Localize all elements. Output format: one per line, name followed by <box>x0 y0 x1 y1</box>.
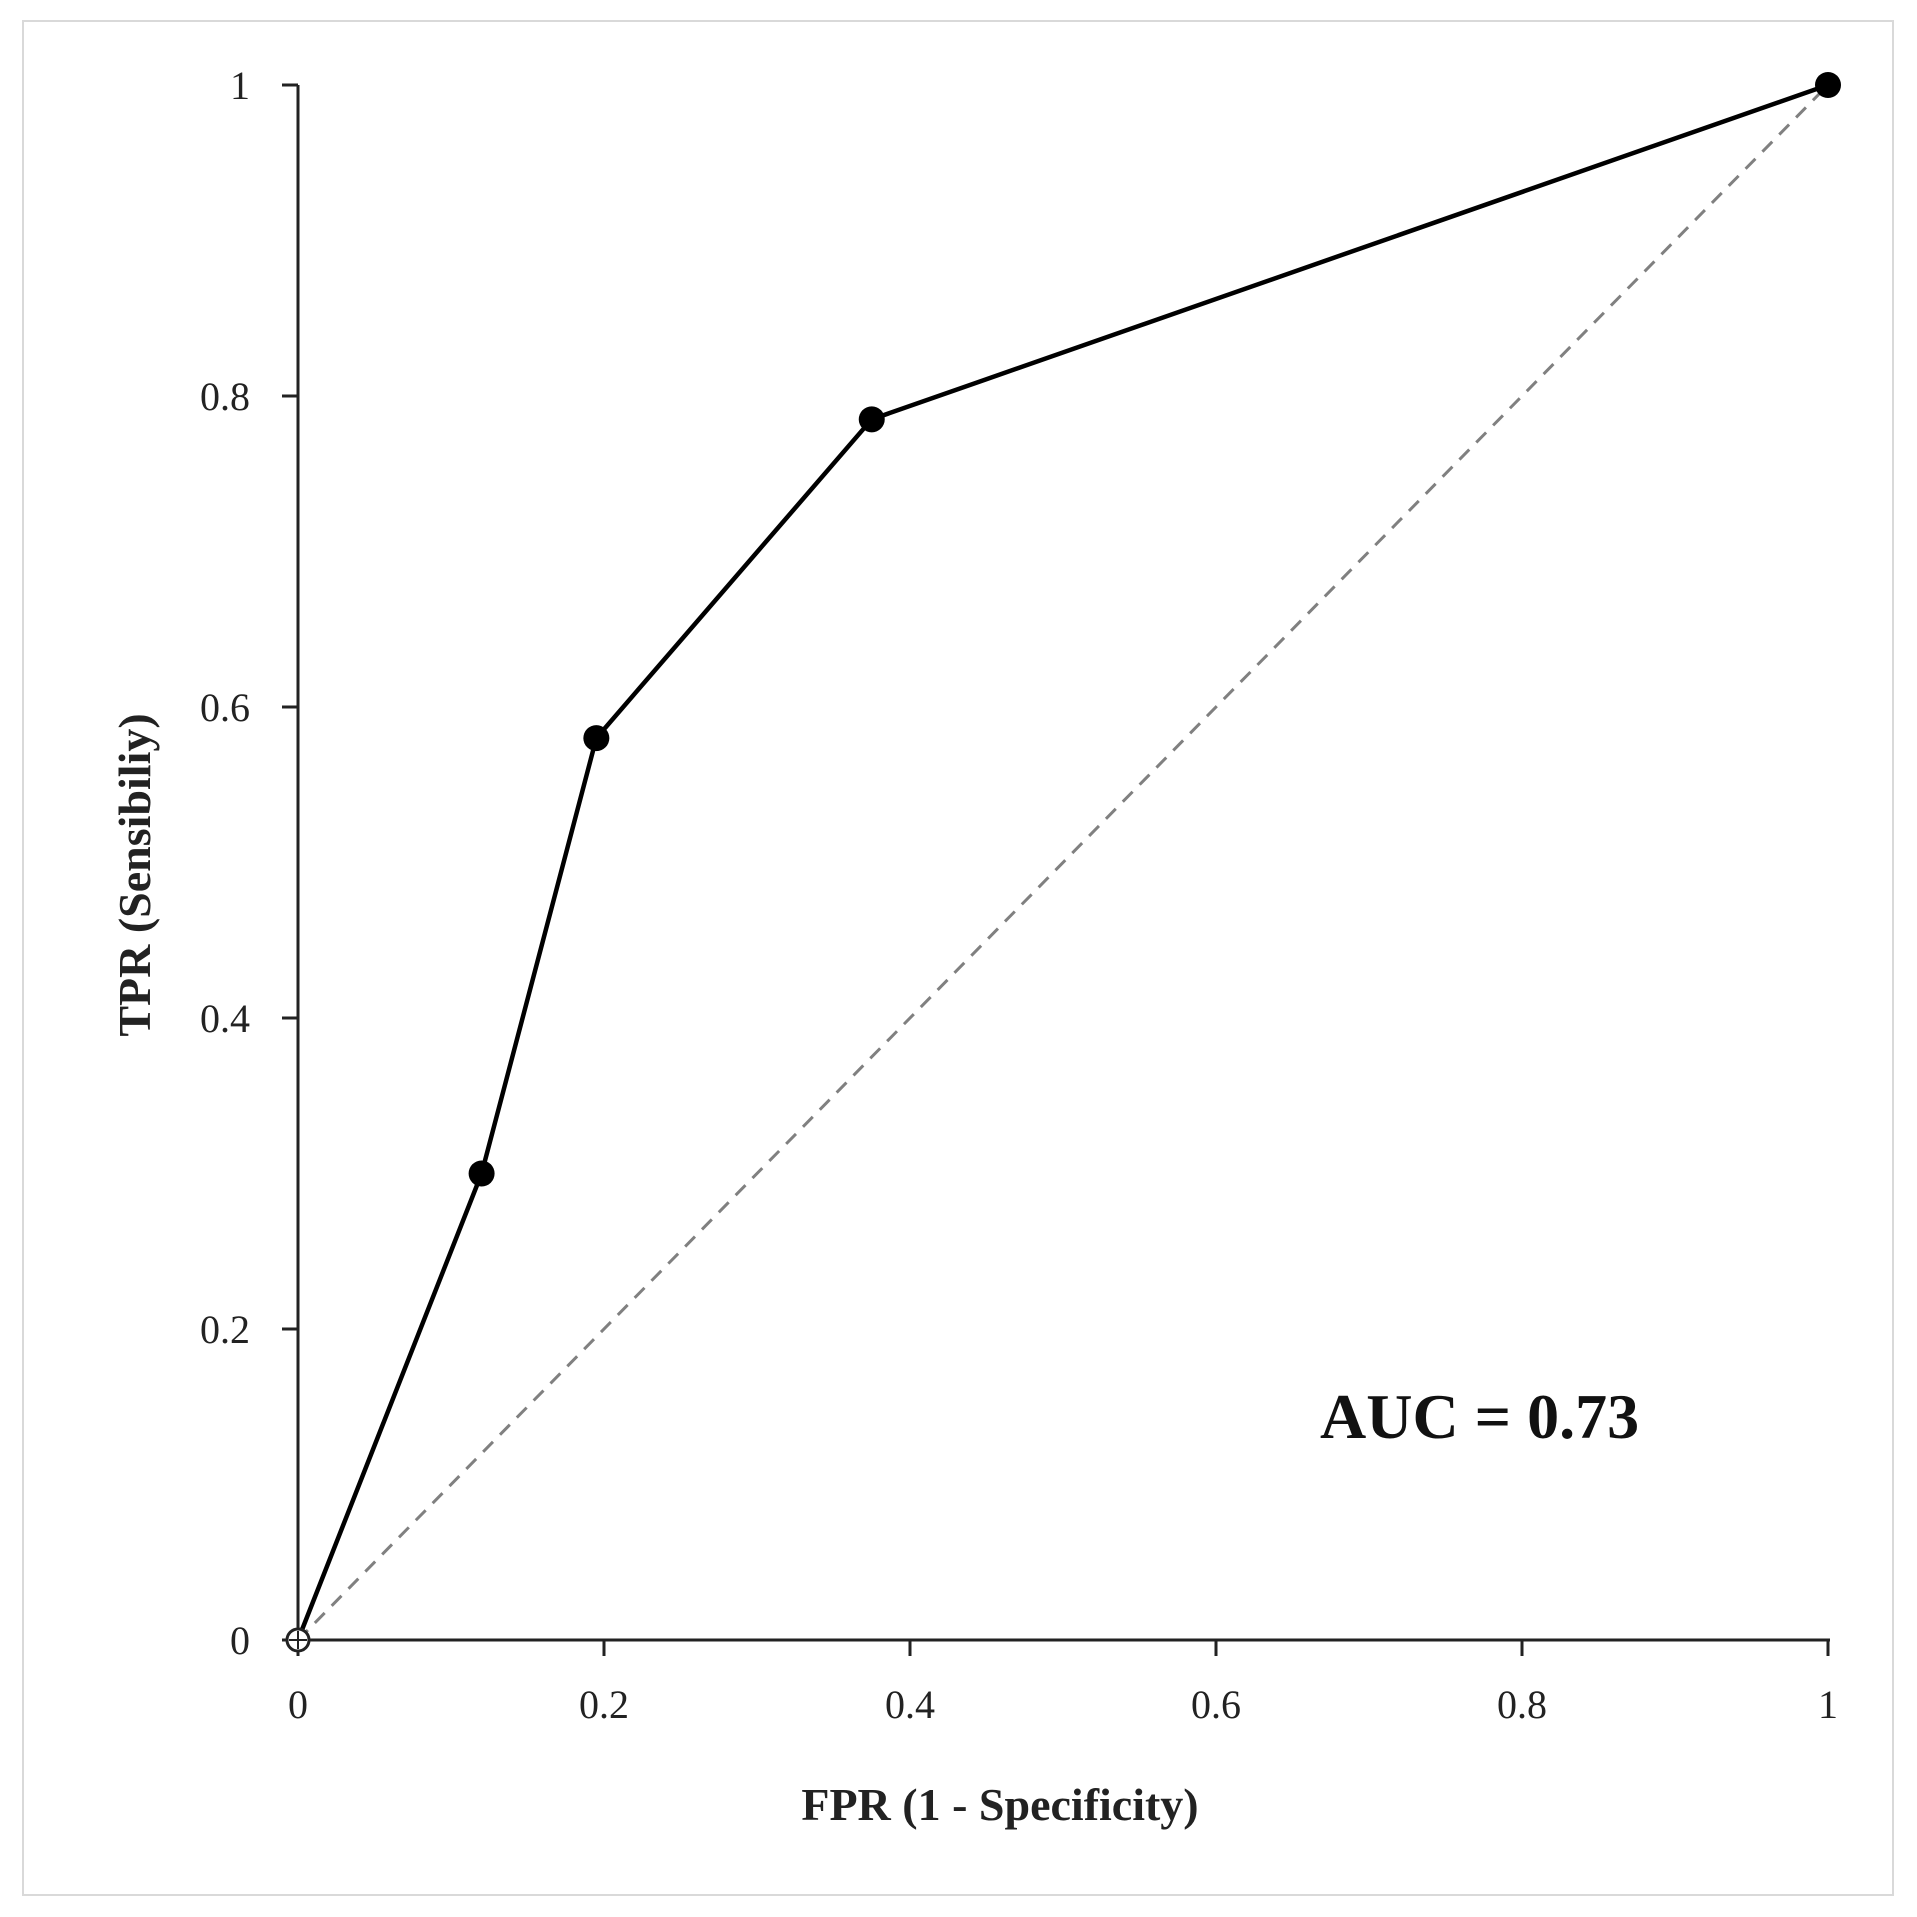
chart-frame <box>22 20 1894 1896</box>
reference-diagonal-line <box>296 83 1830 1642</box>
x-tick-label: 0 <box>288 1682 308 1727</box>
roc-point <box>1815 72 1841 98</box>
x-tick-label: 0.4 <box>885 1682 935 1727</box>
x-tick-label: 0.6 <box>1191 1682 1241 1727</box>
roc-point <box>468 1160 495 1187</box>
y-tick-label: 0.8 <box>200 374 250 419</box>
roc-point <box>583 725 610 752</box>
x-tick-label: 0.8 <box>1497 1682 1547 1727</box>
y-tick-label: 0 <box>230 1618 250 1663</box>
axes <box>296 85 1830 1642</box>
y-tick-label: 0.6 <box>200 685 250 730</box>
roc-point <box>858 406 885 433</box>
x-tick-label: 1 <box>1818 1682 1838 1727</box>
y-tick-label: 0.4 <box>200 996 250 1041</box>
x-axis-label: FPR (1 - Specificity) <box>801 1779 1198 1830</box>
auc-annotation: AUC = 0.73 <box>1320 1381 1639 1452</box>
y-tick-label: 0.2 <box>200 1307 250 1352</box>
series-markers <box>285 72 1841 1653</box>
y-tick-label: 1 <box>230 63 250 108</box>
axis-ticks: 0 0.2 0.4 0.6 0.8 1 0 0.2 0.4 0.6 0.8 1 <box>200 63 1838 1727</box>
y-axis-label: TPR (Sensibiliy) <box>109 713 160 1036</box>
x-tick-label: 0.2 <box>579 1682 629 1727</box>
